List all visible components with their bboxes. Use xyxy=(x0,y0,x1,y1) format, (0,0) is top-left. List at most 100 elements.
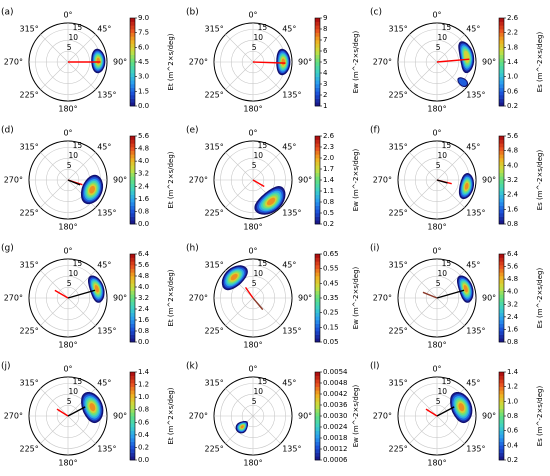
colorbar-segment xyxy=(499,257,504,262)
colorbar-segment xyxy=(499,198,504,203)
colorbar-segment xyxy=(315,191,320,195)
direction-label: 0° xyxy=(248,11,257,20)
colorbar-segment xyxy=(315,268,320,273)
colorbar-tick-label: 9.0 xyxy=(138,14,149,22)
colorbar-segment xyxy=(130,301,135,306)
direction-label: 225° xyxy=(204,327,223,336)
direction-label: 180° xyxy=(243,105,262,114)
mean-direction-vector xyxy=(252,297,264,311)
direction-label: 270° xyxy=(189,412,208,421)
colorbar-segment xyxy=(130,25,135,30)
colorbar-segment xyxy=(499,423,504,428)
colorbar-tick-label: 0.0 xyxy=(138,102,149,110)
direction-label: 315° xyxy=(204,378,223,387)
colorbar-segment xyxy=(130,309,135,313)
colorbar-tick-label: 7.5 xyxy=(138,29,149,37)
colorbar-segment xyxy=(130,147,135,151)
panel-e: 510150°45°90°135°180°225°270°315°(e)0.20… xyxy=(186,126,360,232)
direction-label: 270° xyxy=(373,176,392,185)
colorbar-segment xyxy=(130,386,135,391)
colorbar-tick-label: 0.0 xyxy=(138,456,149,464)
colorbar-segment xyxy=(499,430,504,435)
colorbar-segment xyxy=(130,43,135,48)
colorbar-segment xyxy=(130,268,135,273)
colorbar-segment xyxy=(315,309,320,313)
colorbar-tick-label: 4 xyxy=(323,69,328,77)
colorbar-segment xyxy=(130,98,135,103)
colorbar-label: Ew (m^-2×s/deg) xyxy=(352,384,360,447)
colorbar-segment xyxy=(499,265,504,269)
colorbar-tick-label: 4.0 xyxy=(138,283,149,291)
contour-level xyxy=(463,285,468,293)
colorbar-segment xyxy=(499,158,504,162)
colorbar-tick-label: 1.7 xyxy=(323,165,334,173)
colorbar-segment xyxy=(499,438,504,442)
colorbar-segment xyxy=(130,334,135,339)
direction-label: 225° xyxy=(19,327,38,336)
grid-spoke xyxy=(225,388,254,417)
colorbar-label: Es (m^-2×s/deg) xyxy=(536,385,544,446)
radial-tick-label: 10 xyxy=(254,387,264,396)
colorbar-tick-label: 0.8 xyxy=(507,338,518,346)
contour-level xyxy=(458,403,465,412)
contour-field xyxy=(91,48,106,74)
panel-c: 510150°45°90°135°180°225°270°315°(c)0.20… xyxy=(370,8,544,114)
colorbar-segment xyxy=(315,147,320,151)
colorbar-tick-label: 0.2 xyxy=(507,456,518,464)
direction-label: 45° xyxy=(466,142,480,151)
colorbar-segment xyxy=(130,65,135,70)
colorbar-segment xyxy=(315,32,320,37)
direction-label: 180° xyxy=(427,341,446,350)
colorbar-segment xyxy=(130,257,135,262)
colorbar-segment xyxy=(130,216,135,221)
radial-tick-label: 10 xyxy=(438,33,448,42)
colorbar: 0.2 0.5 0.8 1.1 1.4 1.7 2.0 2.3 2.6 Ew (m^-2×s/de… xyxy=(314,132,360,228)
colorbar-segment xyxy=(315,76,320,81)
colorbar-tick-label: 2.4 xyxy=(507,191,519,199)
radial-tick-label: 10 xyxy=(254,269,264,278)
grid-spoke xyxy=(252,270,281,299)
colorbar-segment xyxy=(315,383,320,387)
colorbar-tick-label: 4.0 xyxy=(138,157,149,165)
colorbar-segment xyxy=(499,408,504,413)
colorbar-segment xyxy=(315,136,320,140)
colorbar-segment xyxy=(315,312,320,317)
colorbar-tick-label: 3.2 xyxy=(507,300,518,308)
colorbar-segment xyxy=(499,434,504,439)
direction-label: 225° xyxy=(388,91,407,100)
colorbar-segment xyxy=(130,21,135,26)
colorbar-segment xyxy=(130,390,135,395)
radial-tick-label: 10 xyxy=(438,151,448,160)
colorbar-segment xyxy=(499,183,504,188)
colorbar-segment xyxy=(130,397,135,402)
direction-label: 0° xyxy=(248,247,257,256)
colorbar: 0.2 0.6 1.0 1.4 1.8 2.2 2.6 Es (m^-2×s/deg) xyxy=(498,14,544,110)
colorbar-tick-label: 2.6 xyxy=(507,14,519,22)
colorbar-tick-label: 9 xyxy=(323,14,327,22)
direction-label: 90° xyxy=(298,176,312,185)
radial-tick-label: 15 xyxy=(258,377,268,386)
colorbar-segment xyxy=(315,445,320,450)
direction-label: 0° xyxy=(63,365,72,374)
colorbar-tick-label: 5.6 xyxy=(507,263,519,271)
direction-label: 270° xyxy=(373,58,392,67)
colorbar-frame xyxy=(129,371,136,461)
colorbar-segment xyxy=(315,40,320,44)
grid-spoke xyxy=(40,152,69,181)
direction-label: 135° xyxy=(466,445,485,454)
colorbar-segment xyxy=(499,191,504,195)
direction-label: 45° xyxy=(97,24,111,33)
colorbar-tick-label: 0.2 xyxy=(138,443,149,451)
colorbar-segment xyxy=(130,143,135,148)
direction-label: 45° xyxy=(466,260,480,269)
grid-spoke xyxy=(67,152,96,181)
radial-tick-label: 10 xyxy=(69,269,79,278)
mean-direction-vector xyxy=(425,408,438,417)
direction-label: 180° xyxy=(58,223,77,232)
colorbar-segment xyxy=(130,279,135,284)
mean-direction-vector xyxy=(67,289,96,299)
direction-label: 0° xyxy=(63,11,72,20)
colorbar-segment xyxy=(315,25,320,30)
colorbar-segment xyxy=(130,209,135,214)
